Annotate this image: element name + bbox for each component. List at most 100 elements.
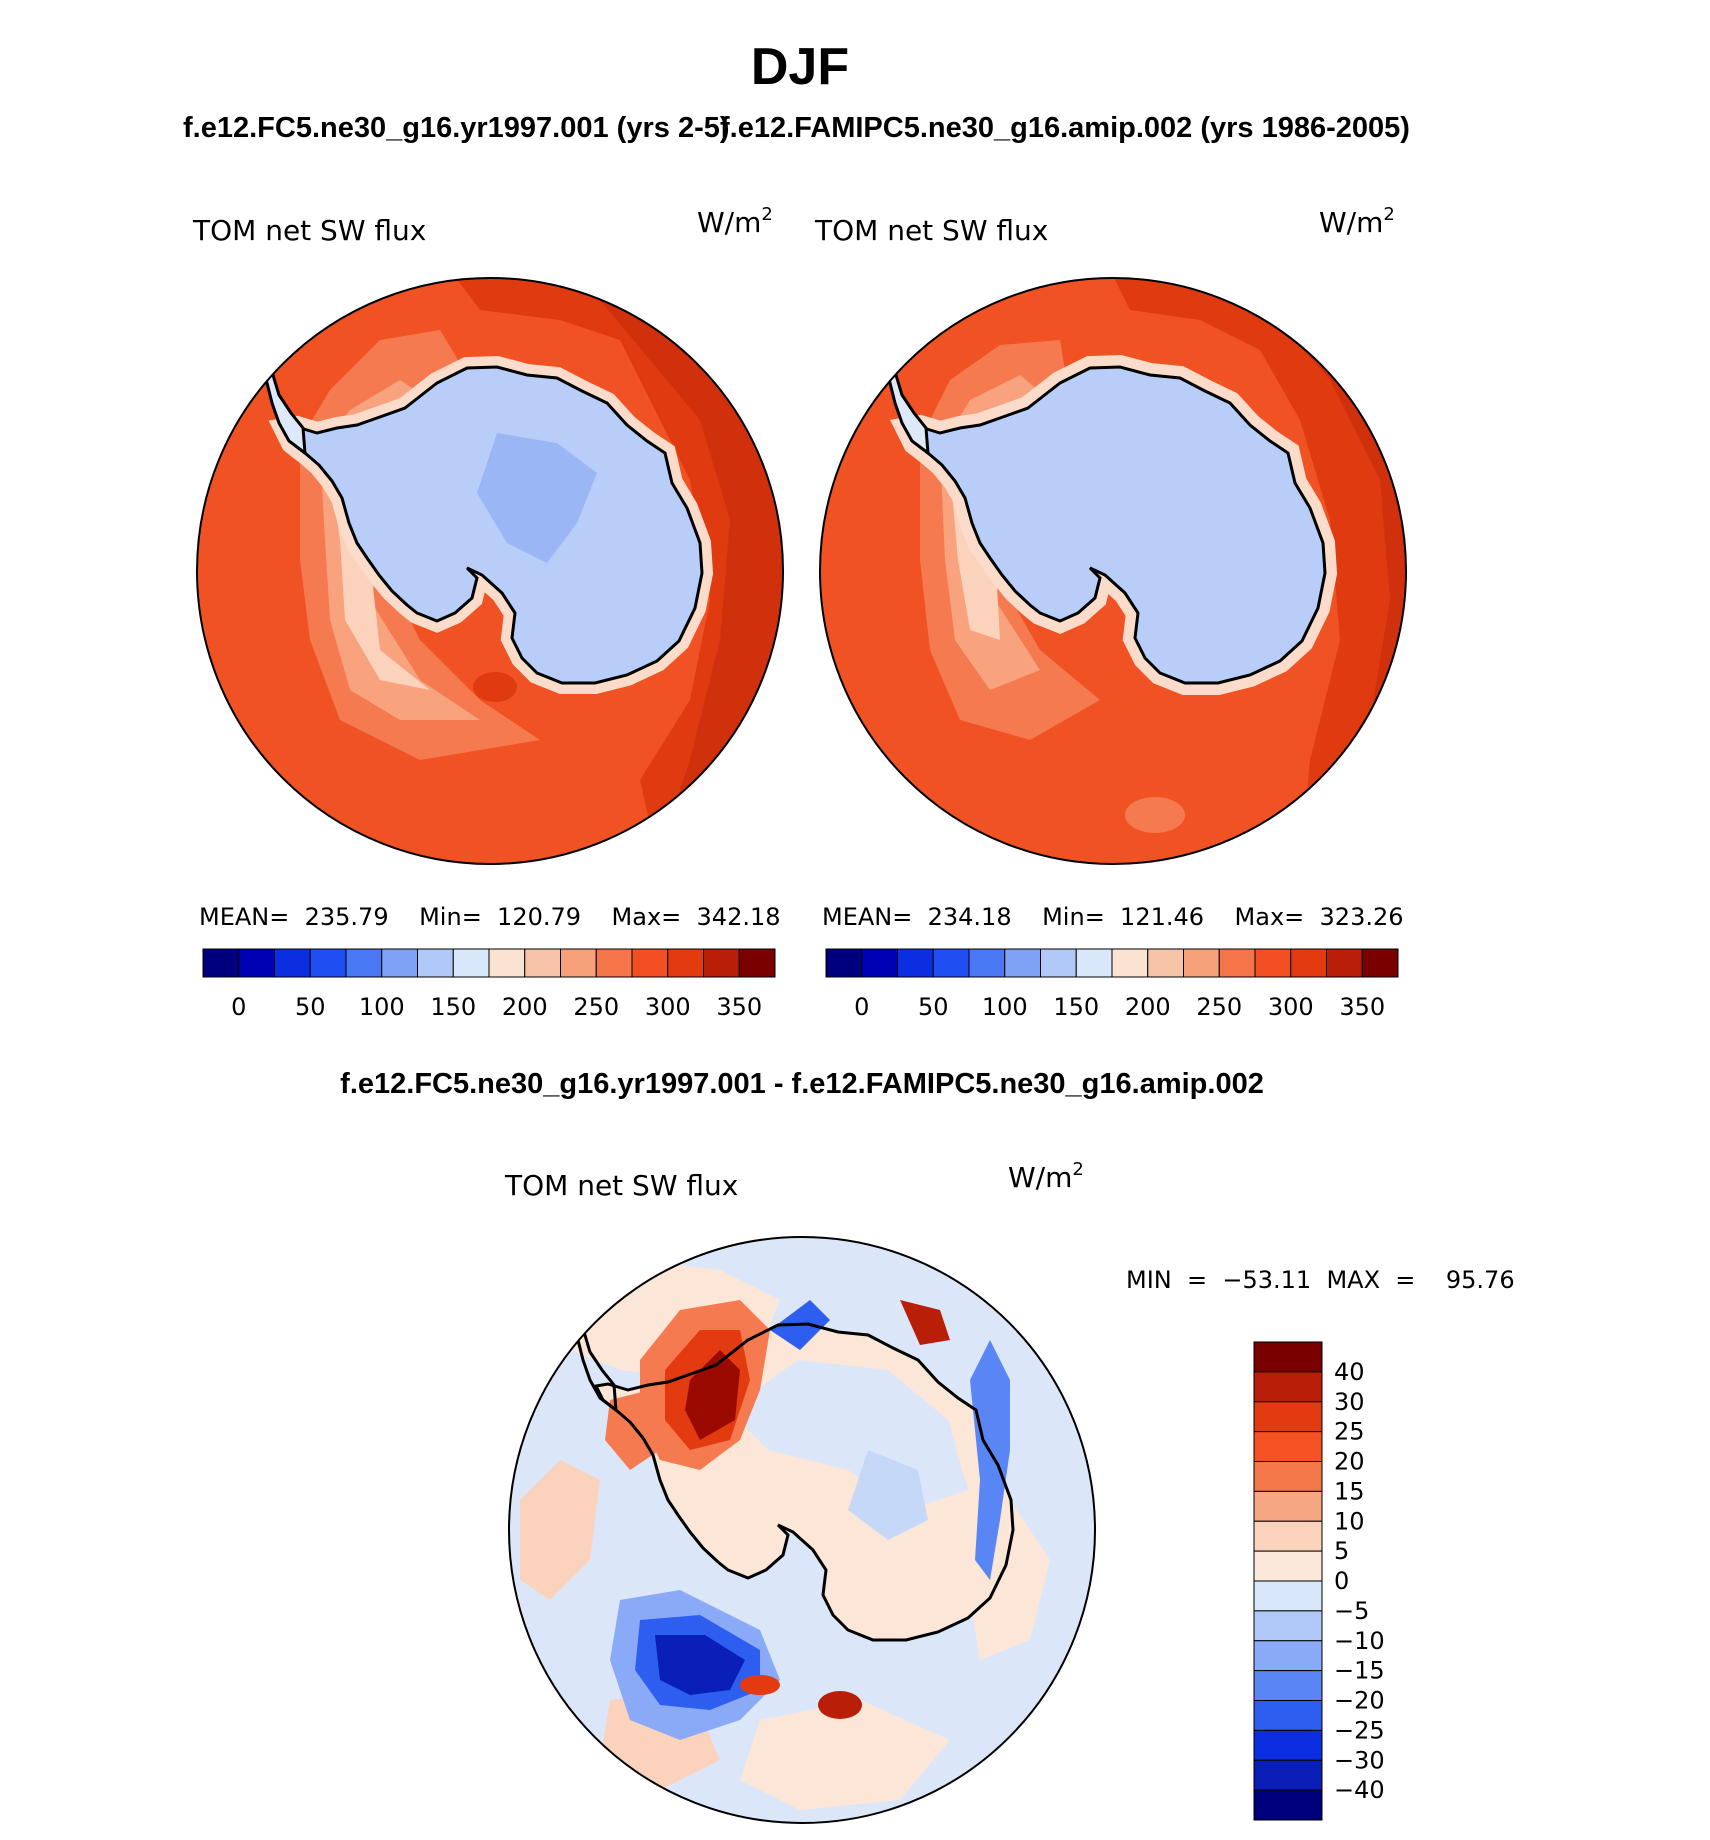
colorbar-diff-tick-label: 0 (1334, 1567, 1349, 1595)
colorbar-diff-swatch (1253, 1401, 1323, 1433)
colorbar-diff-tick-label: 10 (1334, 1507, 1365, 1535)
map-left (197, 278, 783, 864)
colorbar-diff-swatch (1253, 1520, 1323, 1552)
panel-right: TOM net SW flux W/m2 MEAN= 234.18 Min= 1… (814, 204, 1407, 1021)
colorbar-right-swatch (861, 948, 898, 978)
subtitle-right: f.e12.FAMIPC5.ne30_g16.amip.002 (yrs 198… (720, 112, 1410, 144)
colorbar-right-tick-label: 150 (1053, 993, 1099, 1021)
panel-right-stats: MEAN= 234.18 Min= 121.46 Max= 323.26 (822, 903, 1404, 931)
panel-left: TOM net SW flux W/m2 MEAN= 235.79 M (192, 204, 784, 1021)
colorbar-diff-swatch (1253, 1789, 1323, 1821)
subtitle-left: f.e12.FC5.ne30_g16.yr1997.001 (yrs 2-5) (183, 112, 730, 144)
colorbar-right-tick-label: 250 (1196, 993, 1242, 1021)
colorbar-right-tick-label: 350 (1339, 993, 1385, 1021)
colorbar-right-swatch (1254, 948, 1292, 978)
figure-title: DJF (751, 38, 849, 96)
colorbar-diff-swatch (1253, 1431, 1323, 1462)
colorbar-left-tick-label: 200 (502, 993, 548, 1021)
colorbar-diff-tick-label: −15 (1334, 1657, 1385, 1685)
colorbar-left-swatch (560, 948, 597, 978)
colorbar-diff-swatch (1253, 1670, 1323, 1701)
map-right-border (819, 277, 1407, 865)
colorbar-diff-swatch (1253, 1700, 1323, 1731)
colorbar-diff-swatch (1253, 1371, 1323, 1403)
colorbar-diff-swatch (1253, 1550, 1323, 1582)
colorbar-left-swatch (345, 948, 383, 978)
colorbar-left-swatch (667, 948, 704, 978)
colorbar-diff-tick-label: −10 (1334, 1627, 1385, 1655)
colorbar-diff-tick-label: 20 (1334, 1448, 1365, 1476)
panel-left-stats: MEAN= 235.79 Min= 120.79 Max= 342.18 (199, 903, 781, 931)
colorbar-right-swatch (932, 948, 970, 978)
colorbar-diff-tick-label: −40 (1334, 1776, 1385, 1804)
panel-right-variable: TOM net SW flux (814, 214, 1048, 247)
diff-title: f.e12.FC5.ne30_g16.yr1997.001 - f.e12.FA… (340, 1068, 1264, 1100)
colorbar-left-swatch (202, 948, 240, 978)
colorbar-left-swatch (274, 948, 311, 978)
colorbar-left-swatch (238, 948, 275, 978)
colorbar-right-swatch (1290, 948, 1327, 978)
colorbar-left-swatch (631, 948, 669, 978)
colorbar-diff-tick-label: −30 (1334, 1746, 1385, 1774)
colorbar-left-tick-label: 100 (359, 993, 405, 1021)
colorbar-diff-swatch (1253, 1610, 1323, 1642)
colorbar-diff-swatch (1253, 1759, 1323, 1791)
colorbar-left-tick-label: 300 (645, 993, 691, 1021)
map-diff (509, 1237, 1095, 1823)
colorbar-diff-swatch (1253, 1580, 1323, 1612)
colorbar-left-swatch (488, 948, 526, 978)
colorbar-right-tick-label: 0 (854, 993, 869, 1021)
map-left-border (196, 277, 784, 865)
colorbar-diff-tick-label: 30 (1334, 1388, 1365, 1416)
colorbar-left-swatch (417, 948, 454, 978)
panel-left-variable: TOM net SW flux (192, 214, 426, 247)
colorbar-right-tick-label: 200 (1125, 993, 1171, 1021)
colorbar-left-swatch (595, 948, 633, 978)
colorbar-right-swatch (1111, 948, 1149, 978)
colorbar-left-swatch (524, 948, 561, 978)
colorbar-right-swatch (1183, 948, 1220, 978)
colorbar-right-swatch (1004, 948, 1041, 978)
colorbar-diff-swatch (1253, 1729, 1323, 1761)
colorbar-left-tick-label: 150 (430, 993, 476, 1021)
colorbar-diff-swatch (1253, 1341, 1323, 1373)
colorbar-right-swatch (825, 948, 863, 978)
panel-diff: f.e12.FC5.ne30_g16.yr1997.001 - f.e12.FA… (340, 1068, 1515, 1824)
colorbar-diff-tick-label: 40 (1334, 1358, 1365, 1386)
colorbar-diff-tick-label: 25 (1334, 1418, 1365, 1446)
colorbar-right-tick-label: 100 (982, 993, 1028, 1021)
panel-diff-variable: TOM net SW flux (504, 1169, 738, 1202)
colorbar-right-swatch (1326, 948, 1363, 978)
colorbar-right-swatch (897, 948, 934, 978)
colorbar-right-swatch (1075, 948, 1113, 978)
colorbar-left-tick-label: 250 (573, 993, 619, 1021)
panel-diff-stats: MIN = −53.11 MAX = 95.76 (1126, 1266, 1515, 1294)
colorbar-diff-tick-label: 5 (1334, 1537, 1349, 1565)
colorbar-left: 0 50 100 150 200 250 300 350 (202, 948, 776, 1021)
colorbar-left-tick-label: 50 (295, 993, 326, 1021)
colorbar-right-swatch (968, 948, 1006, 978)
colorbar-left-swatch (452, 948, 490, 978)
colorbar-diff-tick-label: −25 (1334, 1716, 1385, 1744)
colorbar-left-tick-label: 0 (231, 993, 246, 1021)
colorbar-diff-swatch (1253, 1490, 1323, 1522)
colorbar-right-tick-label: 50 (918, 993, 949, 1021)
colorbar-diff-tick-label: 15 (1334, 1477, 1365, 1505)
map-diff-border (508, 1236, 1096, 1824)
colorbar-diff-tick-label: −20 (1334, 1687, 1385, 1715)
colorbar-right-swatch (1361, 948, 1399, 978)
colorbar-left-swatch (703, 948, 740, 978)
colorbar-diff-swatch (1253, 1461, 1323, 1492)
colorbar-right-swatch (1147, 948, 1184, 978)
panel-right-units: W/m2 (1319, 204, 1395, 239)
colorbar-diff-swatch (1253, 1640, 1323, 1672)
colorbar-right: 0 50 100 150 200 250 300 350 (825, 948, 1399, 1021)
colorbar-left-swatch (381, 948, 418, 978)
panel-left-units: W/m2 (697, 204, 773, 239)
colorbar-right-tick-label: 300 (1268, 993, 1314, 1021)
colorbar-left-tick-label: 350 (716, 993, 762, 1021)
colorbar-diff-tick-label: −5 (1334, 1597, 1369, 1625)
colorbar-left-swatch (309, 948, 347, 978)
